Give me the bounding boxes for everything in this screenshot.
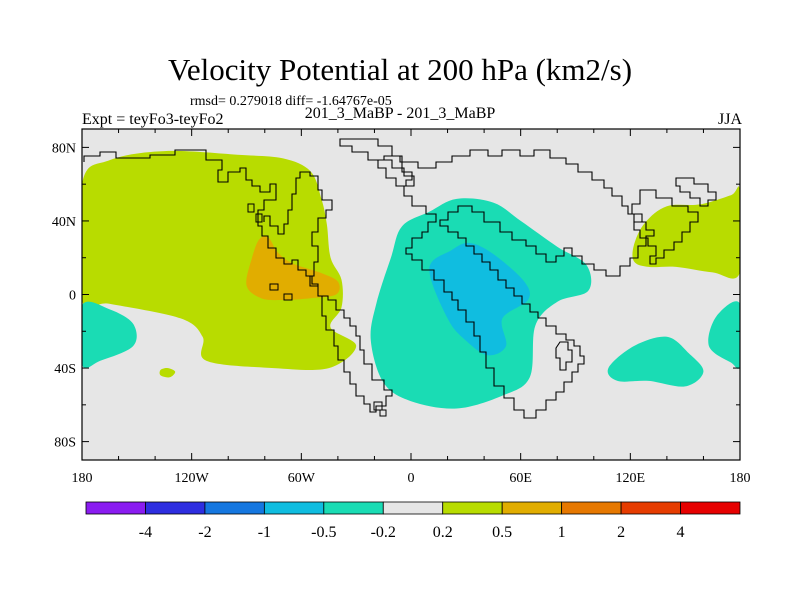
x-tick-label: 60E [509, 471, 532, 486]
colorbar-swatch [620, 501, 681, 515]
region-negative-anomaly-indian-ocean [607, 336, 704, 387]
region-positive-blob-south-pacific [159, 368, 176, 378]
x-tick-label: 0 [408, 471, 415, 486]
contour-regions [82, 150, 740, 409]
colorbar-swatch [263, 501, 325, 515]
colorbar-swatch [442, 501, 503, 515]
colorbar-swatch [680, 501, 741, 515]
colorbar-label: 2 [617, 524, 625, 541]
x-tick-label: 120E [616, 471, 646, 486]
stats-line: rmsd= 0.279018 diff= -1.64767e-05 [190, 94, 392, 109]
y-axis: 80N 40N 0 40S 80S [52, 141, 740, 451]
y-tick-label: 40N [52, 215, 76, 230]
x-tick-label: 60W [288, 471, 316, 486]
colorbar-label: 1 [558, 524, 566, 541]
coastlines [83, 138, 717, 419]
colorbar-label: -0.5 [311, 524, 336, 541]
coastline-madagascar [555, 341, 573, 371]
coastline-islands [247, 203, 387, 417]
region-negative-core-africa [429, 242, 530, 356]
y-tick-label: 0 [69, 289, 76, 304]
y-tick-label: 40S [54, 362, 76, 377]
colorbar-label: -1 [258, 524, 271, 541]
colorbar-swatch [382, 501, 444, 515]
coastline-eurasia-africa [378, 149, 655, 419]
x-tick-label: 180 [72, 471, 93, 486]
colorbar-label: -2 [198, 524, 211, 541]
colorbar-swatch [85, 501, 146, 515]
colorbar-swatch [501, 501, 563, 515]
case-label: 201_3_MaBP - 201_3_MaBP [304, 105, 496, 122]
coastline-greenland [339, 138, 413, 187]
x-axis: 180 120W 60W 0 60E 120E 180 [72, 129, 751, 486]
colorbar-label: 4 [677, 524, 685, 541]
colorbar-swatch [561, 501, 622, 515]
region-positive-anomaly-americas [82, 150, 357, 370]
season-label: JJA [717, 111, 742, 128]
x-tick-label: 120W [175, 471, 210, 486]
colorbar-swatch [323, 501, 384, 515]
coastline-far-east [631, 189, 699, 265]
colorbar-swatch [204, 501, 265, 515]
coastline-kamchatka [675, 177, 717, 207]
chart-title: Velocity Potential at 200 hPa (km2/s) [167, 52, 633, 87]
colorbar-label: -4 [139, 524, 152, 541]
region-negative-anomaly-east-pacific [82, 301, 137, 369]
colorbar-label: 0.2 [433, 524, 453, 541]
y-tick-label: 80S [54, 436, 76, 451]
coastline-americas [83, 149, 393, 413]
colorbar: -4 -2 -1 -0.5 -0.2 0.2 0.5 1 2 4 [85, 501, 741, 541]
colorbar-label: -0.2 [371, 524, 396, 541]
y-tick-label: 80N [52, 141, 76, 156]
experiment-label: Expt = teyFo3-teyFo2 [82, 111, 224, 128]
colorbar-swatch [145, 501, 206, 515]
x-tick-label: 180 [730, 471, 751, 486]
colorbar-label: 0.5 [492, 524, 512, 541]
region-negative-anomaly-west-pacific [708, 301, 740, 369]
